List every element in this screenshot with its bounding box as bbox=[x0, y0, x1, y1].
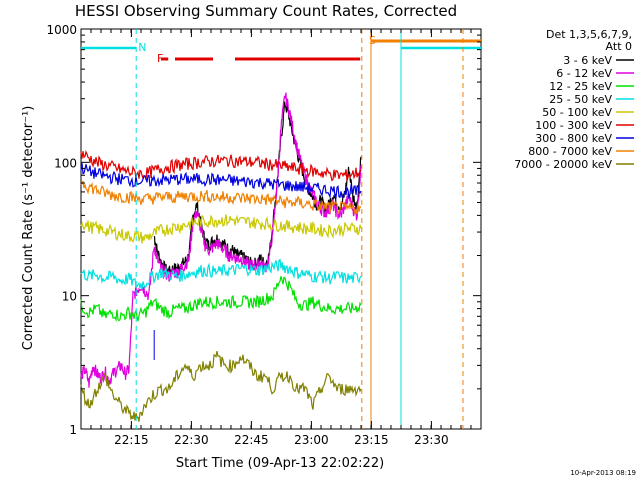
y-tick-label: 10 bbox=[62, 290, 77, 304]
series-line-3 bbox=[80, 258, 362, 290]
legend-label: 50 - 100 keV bbox=[542, 106, 612, 119]
status-flags: NF S bbox=[138, 34, 376, 65]
series-layer bbox=[80, 92, 362, 422]
series-line-0 bbox=[153, 101, 362, 277]
y-tick-label: 100 bbox=[54, 156, 77, 170]
flag-n: N bbox=[138, 41, 146, 54]
chart-title: HESSI Observing Summary Count Rates, Cor… bbox=[75, 2, 457, 20]
x-axis-ticks: 22:15 22:30 22:45 23:00 23:15 23:30 bbox=[80, 29, 482, 447]
y-tick-label: 1000 bbox=[46, 23, 77, 37]
x-tick-label: 22:45 bbox=[234, 433, 269, 447]
legend-label: 300 - 800 keV bbox=[535, 132, 612, 145]
plot-frame bbox=[80, 28, 482, 430]
x-axis-label: Start Time (09-Apr-13 22:02:22) bbox=[176, 456, 384, 471]
x-tick-label: 22:30 bbox=[174, 433, 209, 447]
legend-header-line: Det 1,3,5,6,7,9, bbox=[546, 28, 632, 41]
series-line-4 bbox=[80, 214, 362, 244]
legend-label: 800 - 7000 keV bbox=[528, 145, 612, 158]
series-line-1 bbox=[80, 92, 362, 388]
series-line-2 bbox=[80, 276, 362, 323]
x-tick-label: 23:30 bbox=[414, 433, 449, 447]
legend-label: 7000 - 20000 keV bbox=[514, 158, 612, 171]
legend-header-line: Att 0 bbox=[606, 40, 632, 53]
x-tick-label: 22:15 bbox=[114, 433, 149, 447]
legend-label: 100 - 300 keV bbox=[535, 119, 612, 132]
axes bbox=[80, 28, 482, 430]
legend-label: 12 - 25 keV bbox=[549, 80, 612, 93]
legend-label: 6 - 12 keV bbox=[556, 67, 612, 80]
legend-label: 3 - 6 keV bbox=[563, 54, 612, 67]
legend-label: 25 - 50 keV bbox=[549, 93, 612, 106]
x-tick-label: 23:15 bbox=[354, 433, 389, 447]
y-tick-label: 1 bbox=[69, 423, 77, 437]
series-line-5 bbox=[80, 150, 362, 182]
generation-timestamp: 10-Apr-2013 08:19 bbox=[570, 469, 636, 477]
series-line-8 bbox=[80, 350, 362, 422]
status-markers bbox=[81, 29, 481, 429]
y-axis-ticks: 1 10 100 1000 bbox=[46, 23, 481, 437]
flag-s: S bbox=[369, 34, 376, 47]
series-line-7 bbox=[80, 180, 362, 215]
y-axis-label: Corrected Count Rate (s⁻¹ detector⁻¹) bbox=[21, 106, 36, 351]
x-tick-label: 23:00 bbox=[294, 433, 329, 447]
flag-f: F bbox=[157, 52, 163, 65]
series-line-6 bbox=[80, 163, 362, 199]
